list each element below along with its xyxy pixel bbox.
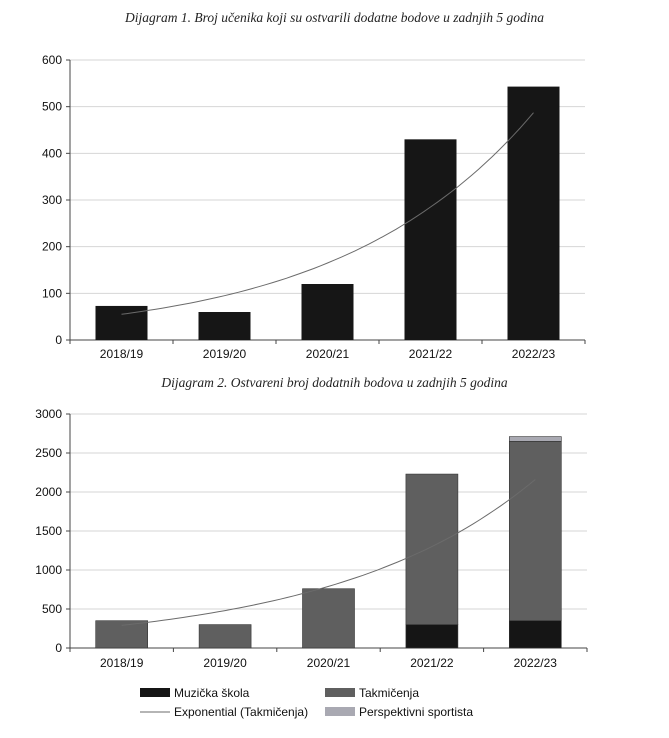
legend-label: Perspektivni sportista [359, 705, 473, 719]
bar-segment [508, 440, 562, 621]
legend-swatch [140, 688, 170, 697]
trendline [121, 479, 536, 626]
legend-label: Muzička škola [174, 686, 250, 700]
y-tick-label: 500 [42, 100, 62, 114]
chart2-title: Dijagram 2. Ostvareni broj dodatnih bodo… [161, 375, 508, 390]
bar [301, 284, 354, 340]
bar [507, 86, 560, 340]
bar [95, 305, 148, 340]
y-tick-label: 200 [42, 240, 62, 254]
y-tick-label: 500 [42, 602, 62, 616]
y-tick-label: 1000 [35, 563, 62, 577]
x-tick-label: 2022/23 [512, 347, 556, 361]
chart1-title: Dijagram 1. Broj učenika koji su ostvari… [124, 10, 545, 25]
x-tick-label: 2018/19 [100, 656, 144, 670]
y-tick-label: 3000 [35, 407, 62, 421]
bar-segment [95, 620, 148, 649]
x-tick-label: 2020/21 [307, 656, 351, 670]
x-tick-label: 2019/20 [203, 347, 247, 361]
legend-label: Takmičenja [359, 686, 419, 700]
x-tick-label: 2020/21 [306, 347, 350, 361]
legend-swatch [325, 707, 355, 716]
y-tick-label: 2000 [35, 485, 62, 499]
x-tick-label: 2018/19 [100, 347, 144, 361]
x-tick-label: 2022/23 [514, 656, 558, 670]
bar-segment [302, 588, 355, 649]
y-tick-label: 0 [55, 333, 62, 347]
legend-label: Exponential (Takmičenja) [174, 705, 308, 719]
y-tick-label: 600 [42, 53, 62, 67]
bar-segment [508, 436, 562, 442]
y-tick-label: 2500 [35, 446, 62, 460]
y-tick-label: 100 [42, 286, 62, 300]
bar [198, 312, 251, 340]
x-tick-label: 2019/20 [203, 656, 247, 670]
x-tick-label: 2021/22 [410, 656, 454, 670]
y-tick-label: 1500 [35, 524, 62, 538]
bar-segment [508, 620, 562, 649]
y-tick-label: 400 [42, 146, 62, 160]
bar-segment [405, 473, 459, 625]
x-tick-label: 2021/22 [409, 347, 453, 361]
bar [404, 139, 457, 340]
y-tick-label: 0 [55, 641, 62, 655]
legend-swatch [325, 688, 355, 697]
bar-segment [405, 624, 459, 649]
trendline [121, 112, 534, 315]
y-tick-label: 300 [42, 193, 62, 207]
bar-segment [198, 624, 252, 649]
